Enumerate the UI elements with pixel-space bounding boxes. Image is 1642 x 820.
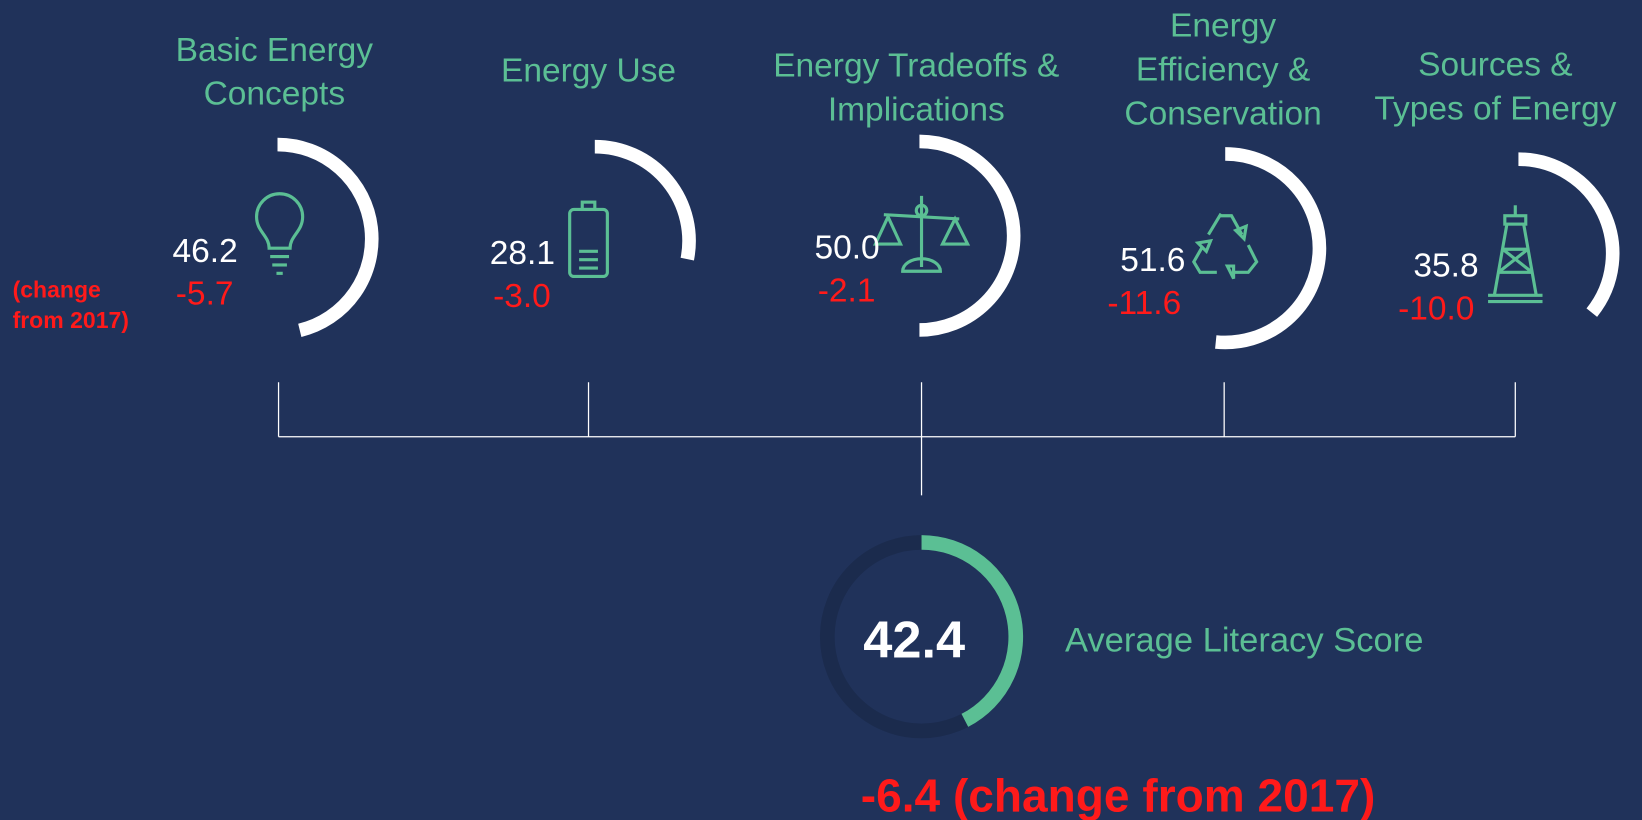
topic-title: Basic Energy — [176, 32, 374, 69]
side-note: (change — [13, 276, 101, 302]
average-arc — [921, 535, 1024, 727]
score: 46.2 — [173, 233, 238, 270]
topic-title: Concepts — [204, 76, 346, 113]
topic-title: Sources & — [1418, 46, 1573, 83]
average-change: -6.4 (change from 2017) — [861, 770, 1376, 820]
scale-icon — [872, 195, 971, 273]
average-score: 42.4 — [863, 612, 965, 670]
score-arc — [594, 139, 696, 261]
change: -5.7 — [176, 276, 234, 313]
recycle-icon — [1191, 212, 1259, 280]
topic-title: Efficiency & — [1136, 52, 1310, 89]
derrick-icon — [1488, 205, 1543, 304]
topic-title: Energy — [1170, 8, 1276, 45]
change: -10.0 — [1398, 290, 1474, 327]
change: -2.1 — [818, 273, 876, 310]
average-label: Average Literacy Score — [1065, 621, 1423, 659]
bracket — [277, 382, 1516, 496]
score: 50.0 — [814, 230, 879, 267]
icons — [254, 192, 1543, 304]
score: 51.6 — [1120, 242, 1185, 279]
battery-icon — [568, 200, 609, 279]
side-note: from 2017) — [13, 307, 129, 333]
change: -11.6 — [1107, 285, 1181, 322]
score-arc — [919, 134, 1021, 337]
topic-title: Types of Energy — [1374, 90, 1616, 127]
topic-title: Conservation — [1124, 96, 1321, 133]
topic-title: Implications — [828, 91, 1005, 128]
topic-title: Energy Use — [501, 53, 676, 90]
bulb-icon — [254, 192, 305, 275]
topic-title: Energy Tradeoffs & — [773, 47, 1059, 84]
score-arc — [1215, 147, 1327, 350]
score-arc — [277, 137, 379, 337]
change: -3.0 — [493, 278, 551, 315]
score: 28.1 — [490, 235, 555, 272]
score: 35.8 — [1413, 247, 1478, 284]
score-arc — [1518, 152, 1620, 317]
